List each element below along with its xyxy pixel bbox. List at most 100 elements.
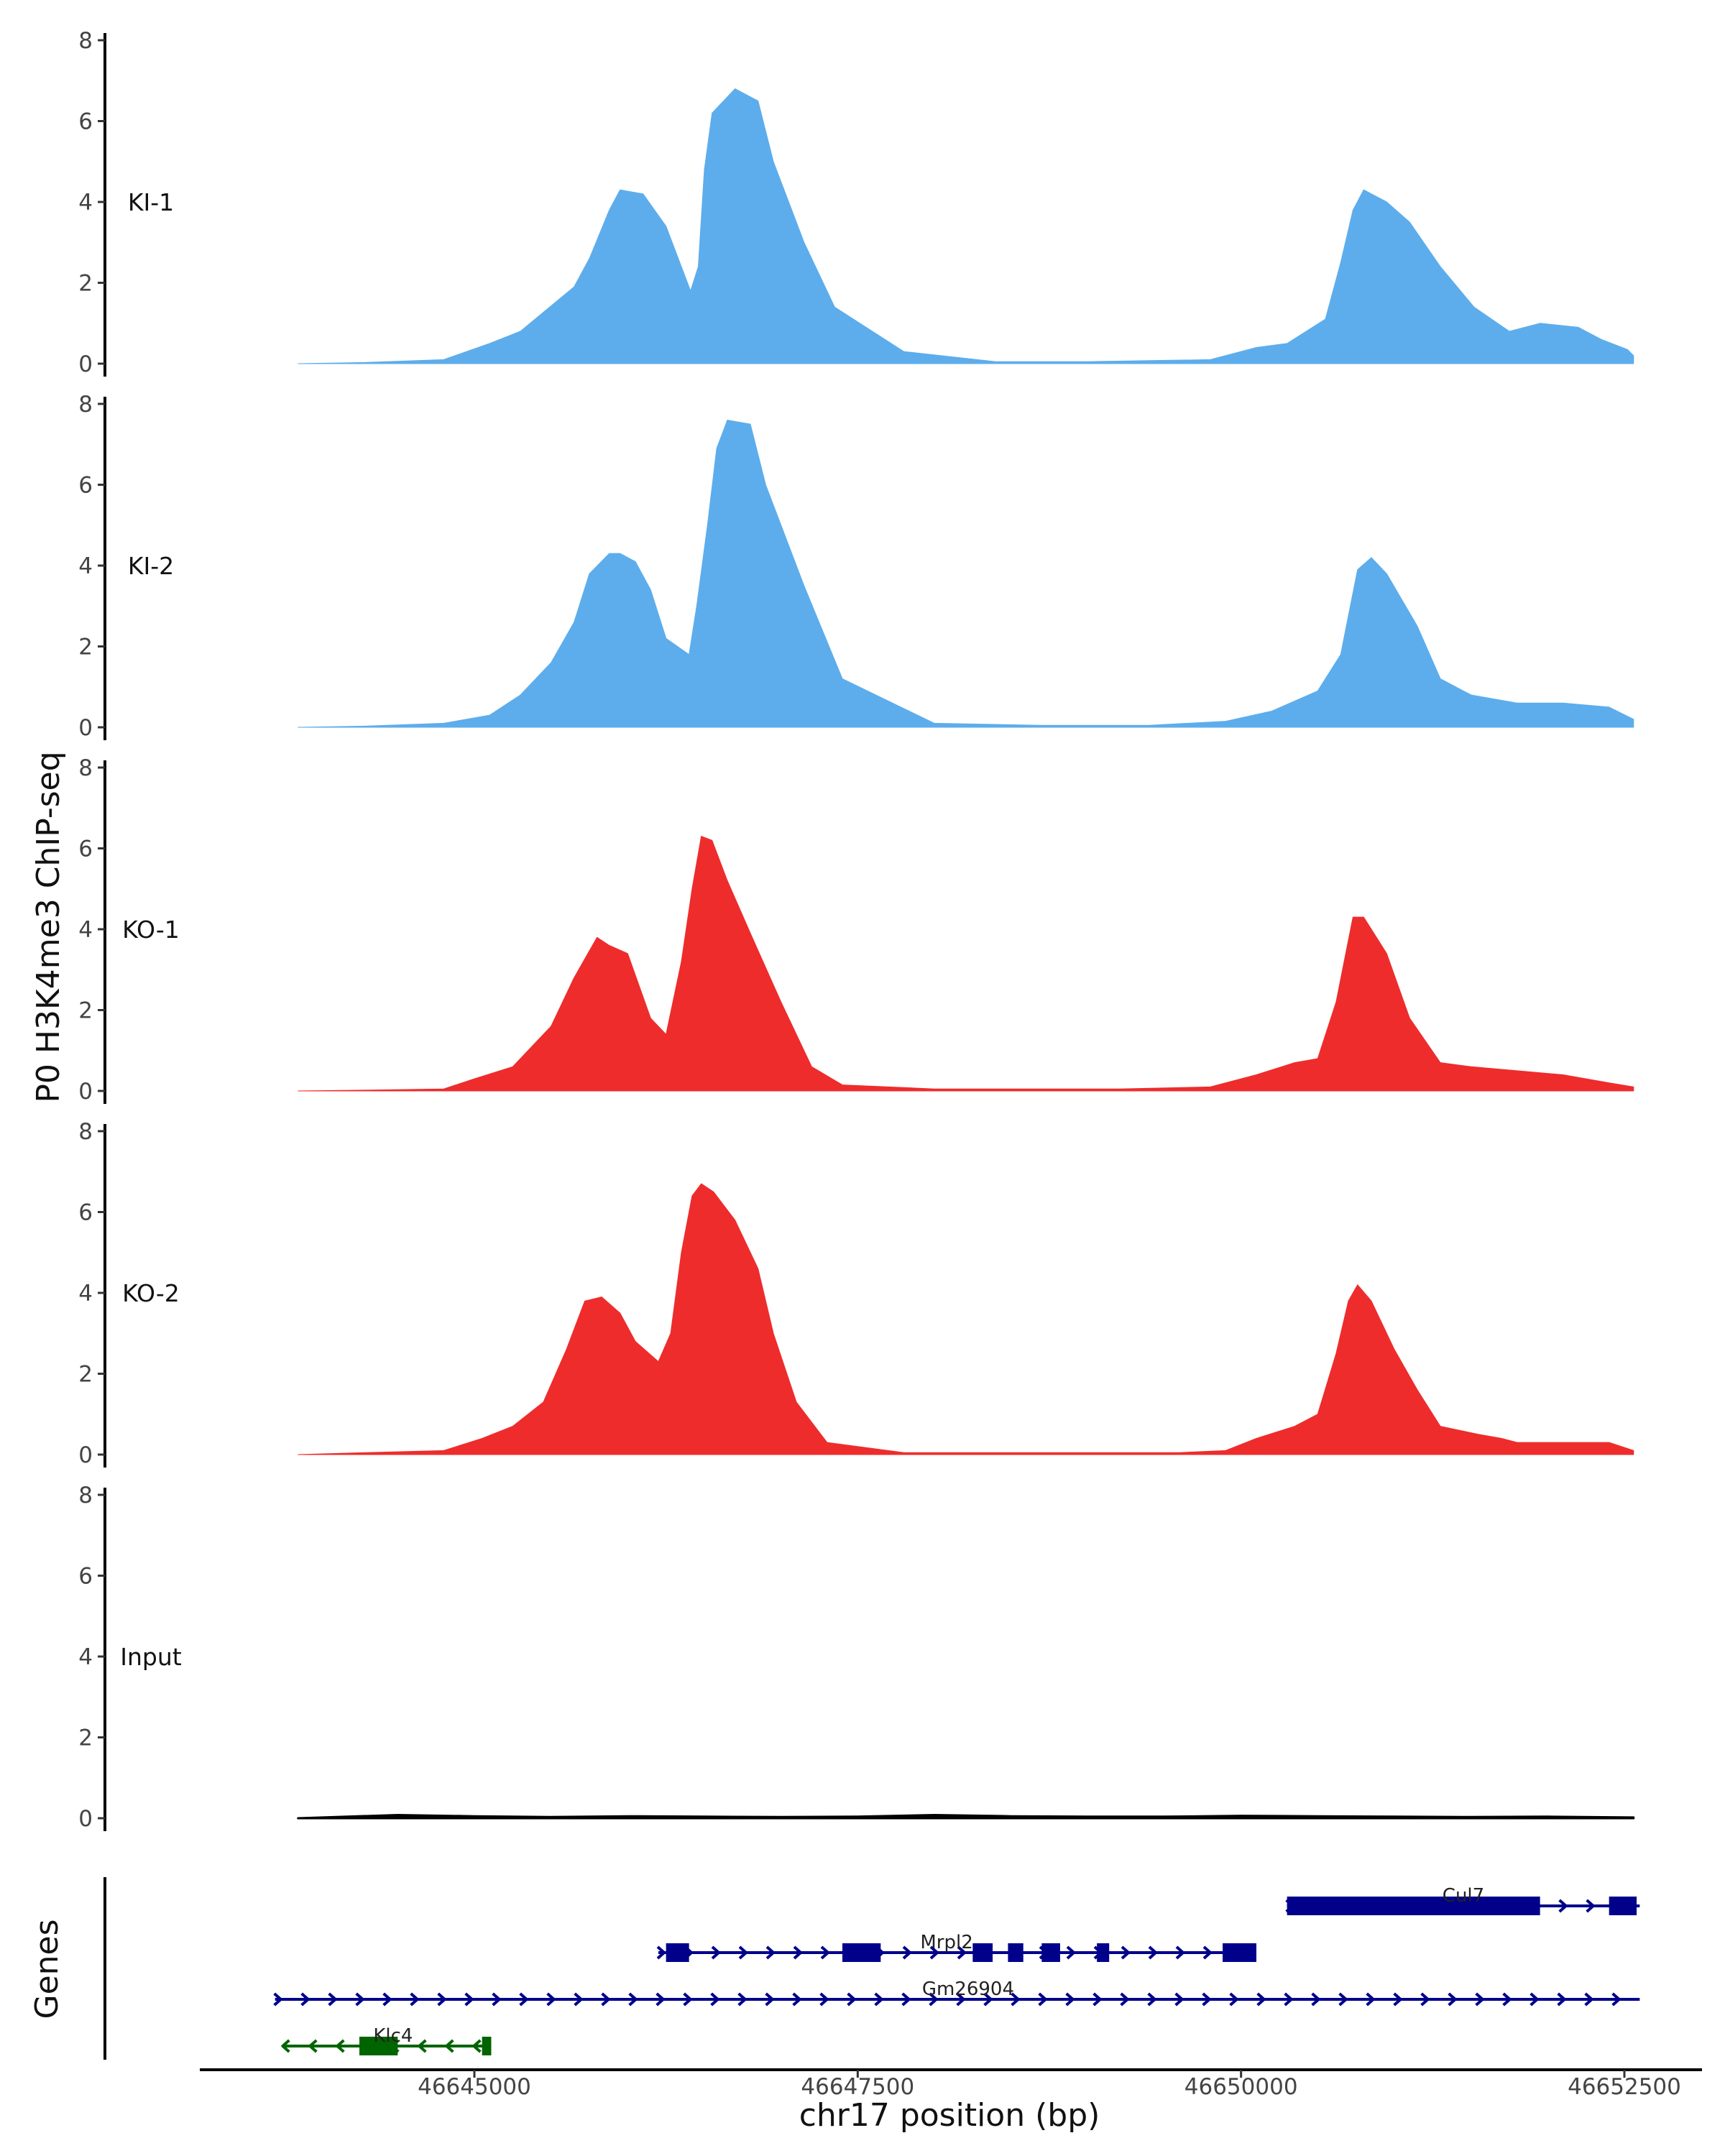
- exon-block: [842, 1943, 881, 1962]
- exon-block: [1097, 1943, 1110, 1962]
- strand-chevron: [656, 1945, 666, 1960]
- strand-chevron: [1475, 1992, 1484, 2007]
- y-tick-label: 8: [78, 28, 93, 54]
- track-label: KI-1: [128, 188, 174, 216]
- strand-chevron: [737, 1992, 747, 2007]
- y-tick-label: 6: [78, 1564, 93, 1590]
- strand-chevron: [546, 1992, 556, 2007]
- strand-chevron: [574, 1992, 583, 2007]
- strand-chevron: [902, 1945, 911, 1960]
- strand-chevron: [1611, 1992, 1621, 2007]
- exon-block: [972, 1943, 993, 1962]
- gene-label: Klc4: [373, 2025, 413, 2047]
- strand-chevron: [445, 2039, 454, 2053]
- strand-chevron: [710, 1992, 719, 2007]
- strand-chevron: [711, 1945, 720, 1960]
- strand-chevron: [1366, 1992, 1375, 2007]
- exon-block: [1008, 1943, 1024, 1962]
- y-tick-label: 2: [78, 1726, 93, 1751]
- x-axis-title: chr17 position (bp): [799, 2097, 1100, 2134]
- strand-chevron: [308, 2039, 318, 2053]
- strand-chevron: [983, 1992, 993, 2007]
- strand-chevron: [355, 1992, 364, 2007]
- strand-chevron: [300, 1992, 310, 2007]
- x-axis: 46645000 46647500 46650000 46652500: [200, 2068, 1702, 2100]
- strand-chevron: [437, 1992, 446, 2007]
- strand-chevron: [1586, 1899, 1595, 1913]
- strand-chevron: [1557, 1992, 1566, 2007]
- strand-chevron: [738, 1945, 748, 1960]
- gene-klc4: Klc4: [281, 2025, 492, 2055]
- strand-chevron: [929, 1992, 938, 2007]
- exon-block: [359, 2037, 398, 2055]
- strand-chevron: [410, 1992, 419, 2007]
- y-tick-label: 0: [78, 351, 93, 377]
- exon-block: [482, 2037, 492, 2055]
- strand-chevron: [382, 1992, 392, 2007]
- strand-chevron: [1284, 1992, 1293, 2007]
- genes-axis-title: Genes: [29, 1919, 65, 2019]
- strand-chevron: [792, 1992, 801, 2007]
- exon-block: [666, 1943, 689, 1962]
- strand-chevron: [328, 1992, 337, 2007]
- strand-chevron: [1148, 1945, 1157, 1960]
- y-tick-label: 4: [78, 1644, 93, 1670]
- gene-label: Mrpl2: [920, 1932, 972, 1953]
- strand-chevron: [929, 1945, 939, 1960]
- strand-chevron: [1530, 1992, 1539, 2007]
- strand-chevron: [464, 1992, 474, 2007]
- strand-chevron: [492, 1992, 501, 2007]
- y-axis-title: P0 H3K4me3 ChIP-seq: [30, 751, 67, 1102]
- x-tick-label: 46650000: [1184, 2074, 1298, 2100]
- gene-label: Cul7: [1443, 1885, 1484, 1907]
- track-ki-2: 0 2 4 6 8 KI-2: [78, 392, 1634, 741]
- strand-chevron: [1202, 1992, 1211, 2007]
- exon-block: [1223, 1943, 1256, 1962]
- y-tick-label: 6: [78, 837, 93, 862]
- strand-chevron: [273, 1992, 282, 2007]
- y-tick-label: 4: [78, 1281, 93, 1307]
- exon-block: [1348, 1897, 1540, 1915]
- y-tick-label: 4: [78, 190, 93, 216]
- exon-block: [1287, 1897, 1348, 1915]
- strand-chevron: [1121, 1945, 1130, 1960]
- genes-group: Cul7 Mrpl2 Gm26904 Klc4: [104, 1877, 1640, 2060]
- x-tick-label: 46652500: [1568, 2074, 1681, 2100]
- x-tick-label: 46645000: [418, 2074, 531, 2100]
- strand-chevron: [336, 2039, 345, 2053]
- strand-chevron: [1229, 1992, 1238, 2007]
- exon-block: [1041, 1943, 1060, 1962]
- strand-chevron: [601, 1992, 610, 2007]
- gene-cul7: Cul7: [1285, 1885, 1640, 1915]
- strand-chevron: [819, 1992, 829, 2007]
- track-ko-2: 0 2 4 6 8 KO-2: [78, 1119, 1634, 1468]
- track-label: KI-2: [128, 552, 174, 580]
- strand-chevron: [874, 1992, 883, 2007]
- strand-chevron: [1147, 1992, 1156, 2007]
- strand-chevron: [847, 1992, 856, 2007]
- strand-chevron: [472, 2039, 482, 2053]
- strand-chevron: [1065, 1992, 1075, 2007]
- gene-label: Gm26904: [922, 1978, 1014, 2000]
- strand-chevron: [1502, 1992, 1512, 2007]
- y-tick-label: 0: [78, 1442, 93, 1468]
- strand-chevron: [628, 1992, 638, 2007]
- strand-chevron: [957, 1945, 966, 1960]
- y-tick-label: 6: [78, 1200, 93, 1226]
- y-tick-label: 4: [78, 917, 93, 943]
- track-input: 0 2 4 6 8 Input: [78, 1483, 1635, 1832]
- strand-chevron: [1175, 1945, 1184, 1960]
- strand-chevron: [1256, 1992, 1266, 2007]
- y-tick-label: 2: [78, 998, 93, 1024]
- y-tick-label: 8: [78, 755, 93, 781]
- y-tick-label: 8: [78, 1119, 93, 1145]
- gene-mrpl2: Mrpl2: [656, 1932, 1256, 1962]
- y-tick-label: 6: [78, 109, 93, 135]
- y-tick-label: 0: [78, 715, 93, 741]
- y-tick-label: 2: [78, 271, 93, 297]
- track-ki-1: 0 2 4 6 8 KI-1: [78, 28, 1634, 377]
- track-ko-1: 0 2 4 6 8 KO-1: [78, 755, 1634, 1105]
- strand-chevron: [656, 1992, 665, 2007]
- gene-gm26904: Gm26904: [273, 1978, 1640, 2007]
- coverage-area-ko-2: [298, 1183, 1634, 1455]
